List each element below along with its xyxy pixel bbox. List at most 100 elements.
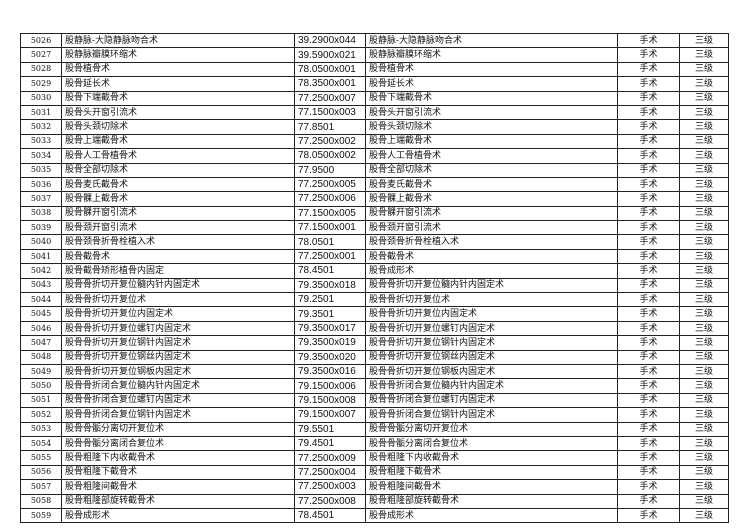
grade-level-cell: 三级 [679, 76, 729, 92]
category-cell: 手术 [617, 306, 680, 322]
grade-level-cell: 三级 [679, 220, 729, 236]
procedure-name-cell: 股骨粗隆下截骨术 [61, 464, 295, 481]
table-row: 5045 股骨骨折切开复位内固定术 79.3501 股骨骨折切开复位内固定术 手术 三级 [20, 306, 729, 322]
row-number-cell: 5038 [20, 205, 62, 222]
row-number-cell: 5043 [20, 277, 62, 294]
procedure-name-cell: 股骨骨骺分离切开复位术 [61, 421, 295, 437]
table-row: 5043 股骨骨折切开复位髓内针内固定术 79.3500x018 股骨骨折切开复位髓内… [20, 277, 729, 294]
category-cell: 手术 [617, 205, 680, 222]
procedure-name-cell: 股骨头开窗引流术 [61, 104, 295, 121]
procedure-code-cell: 79.3500x018 [294, 277, 366, 294]
procedure-name-cell: 股骨骨折切开复位钢板内固定术 [61, 363, 295, 380]
mapped-procedure-name-cell: 股骨麦氏截骨术 [365, 176, 618, 193]
table-row: 5037 股骨髁上截骨术 77.2500x006 股骨髁上截骨术 手术 三级 [20, 191, 729, 207]
procedure-name-cell: 股静脉-大隐静脉吻合术 [61, 32, 295, 49]
mapped-procedure-name-cell: 股骨髁上截骨术 [365, 191, 618, 207]
grade-level-cell: 三级 [679, 363, 729, 380]
category-cell: 手术 [617, 407, 680, 423]
table-row: 5050 股骨骨折闭合复位髓内针内固定术 79.1500x006 股骨骨折闭合复位髓内… [20, 378, 729, 394]
procedure-name-cell: 股骨骨骺分离闭合复位术 [61, 435, 295, 452]
table-row: 5049 股骨骨折切开复位钢板内固定术 79.3500x016 股骨骨折切开复位钢板内… [20, 363, 729, 380]
procedure-name-cell: 股骨粗隆下内收截骨术 [61, 450, 295, 466]
grade-level-cell: 三级 [679, 479, 729, 495]
grade-level-cell: 三级 [679, 90, 729, 106]
procedure-code-cell: 78.4501 [294, 263, 366, 279]
category-cell: 手术 [617, 191, 680, 207]
table-row: 5042 股骨截骨矫形植骨内固定 78.4501 股骨成形术 手术 三级 [20, 263, 729, 279]
mapped-procedure-name-cell: 股骨颈开窗引流术 [365, 220, 618, 236]
grade-level-cell: 三级 [679, 248, 729, 265]
category-cell: 手术 [617, 220, 680, 236]
row-number-cell: 5033 [20, 133, 62, 150]
table-row: 5051 股骨骨折闭合复位螺钉内固定术 79.1500x008 股骨骨折闭合复位螺钉内… [20, 392, 729, 409]
table-row: 5044 股骨骨折切开复位术 79.2501 股骨骨折切开复位术 手术 三级 [20, 292, 729, 308]
mapped-procedure-name-cell: 股骨人工骨植骨术 [365, 148, 618, 164]
table-row: 5026 股静脉-大隐静脉吻合术 39.2900x044 股静脉-大隐静脉吻合术 手术三… [20, 32, 729, 49]
procedure-name-cell: 股骨骨折切开复位术 [61, 292, 295, 308]
grade-level-cell: 三级 [679, 32, 729, 49]
procedure-code-cell: 79.3500x019 [294, 335, 366, 351]
procedure-code-cell: 77.2500x006 [294, 191, 366, 207]
category-cell: 手术 [617, 277, 680, 294]
row-number-cell: 5041 [20, 248, 62, 265]
row-number-cell: 5049 [20, 363, 62, 380]
procedure-code-cell: 77.2500x003 [294, 479, 366, 495]
table-row: 5046 股骨骨折切开复位螺钉内固定术 79.3500x017 股骨骨折切开复位螺钉内… [20, 320, 729, 337]
mapped-procedure-name-cell: 股骨骨折切开复位钢板内固定术 [365, 363, 618, 380]
mapped-procedure-name-cell: 股骨成形术 [365, 507, 618, 524]
table-row: 5027 股静脉瓣膜环缩术 39.5900x021 股静脉瓣膜环缩术 手术 三级 [20, 47, 729, 63]
procedure-name-cell: 股骨骨折闭合复位螺钉内固定术 [61, 392, 295, 409]
category-cell: 手术 [617, 493, 680, 509]
mapped-procedure-name-cell: 股骨成形术 [365, 263, 618, 279]
grade-level-cell: 三级 [679, 133, 729, 150]
category-cell: 手术 [617, 119, 680, 135]
grade-level-cell: 三级 [679, 234, 729, 250]
grade-level-cell: 三级 [679, 162, 729, 178]
mapped-procedure-name-cell: 股骨头开窗引流术 [365, 104, 618, 121]
grade-level-cell: 三级 [679, 335, 729, 351]
grade-level-cell: 三级 [679, 507, 729, 524]
table-row: 5030 股骨下端截骨术 77.2500x007 股骨下端截骨术 手术 三级 [20, 90, 729, 106]
table-body: 5026 股静脉-大隐静脉吻合术 39.2900x044 股静脉-大隐静脉吻合术 手术三… [20, 32, 729, 524]
table-row: 5032 股骨头颈切除术 77.8501 股骨头颈切除术 手术 三级 [20, 119, 729, 135]
procedure-code-cell: 77.2500x007 [294, 90, 366, 106]
row-number-cell: 5047 [20, 335, 62, 351]
mapped-procedure-name-cell: 股骨粗隆部旋转截骨术 [365, 493, 618, 509]
mapped-procedure-name-cell: 股骨头颈切除术 [365, 119, 618, 135]
procedure-name-cell: 股骨头颈切除术 [61, 119, 295, 135]
category-cell: 手术 [617, 148, 680, 164]
table-row: 5047 股骨骨折切开复位钢针内固定术 79.3500x019 股骨骨折切开复位钢针内… [20, 335, 729, 351]
grade-level-cell: 三级 [679, 277, 729, 294]
mapped-procedure-name-cell: 股骨骨骺分离闭合复位术 [365, 435, 618, 452]
grade-level-cell: 三级 [679, 263, 729, 279]
grade-level-cell: 三级 [679, 464, 729, 481]
table-row: 5055 股骨粗隆下内收截骨术 77.2500x009 股骨粗隆下内收截骨术 手术 三级 [20, 450, 729, 466]
mapped-procedure-name-cell: 股骨上端截骨术 [365, 133, 618, 150]
category-cell: 手术 [617, 320, 680, 337]
procedure-code-cell: 77.2500x001 [294, 248, 366, 265]
grade-level-cell: 三级 [679, 176, 729, 193]
row-number-cell: 5048 [20, 349, 62, 365]
category-cell: 手术 [617, 133, 680, 150]
table-row: 5035 股骨全部切除术 77.9500 股骨全部切除术 手术 三级 [20, 162, 729, 178]
grade-level-cell: 三级 [679, 61, 729, 78]
procedure-code-cell: 79.3500x020 [294, 349, 366, 365]
procedure-name-cell: 股骨骨折切开复位内固定术 [61, 306, 295, 322]
mapped-procedure-name-cell: 股骨骨折闭合复位钢针内固定术 [365, 407, 618, 423]
table-row: 5052 股骨骨折闭合复位钢针内固定术 79.1500x007 股骨骨折闭合复位钢针内… [20, 407, 729, 423]
procedure-code-cell: 39.5900x021 [294, 47, 366, 63]
grade-level-cell: 三级 [679, 421, 729, 437]
procedure-code-cell: 77.1500x001 [294, 220, 366, 236]
grade-level-cell: 三级 [679, 306, 729, 322]
row-number-cell: 5059 [20, 507, 62, 524]
row-number-cell: 5045 [20, 306, 62, 322]
row-number-cell: 5026 [20, 32, 62, 49]
procedure-name-cell: 股骨粗隆部旋转截骨术 [61, 493, 295, 509]
procedure-name-cell: 股骨成形术 [61, 507, 295, 524]
procedure-code-cell: 77.1500x003 [294, 104, 366, 121]
mapped-procedure-name-cell: 股骨骨折切开复位钢丝内固定术 [365, 349, 618, 365]
grade-level-cell: 三级 [679, 191, 729, 207]
table-row: 5029 股骨延长术 78.3500x001 股骨延长术 手术 三级 [20, 76, 729, 92]
mapped-procedure-name-cell: 股骨全部切除术 [365, 162, 618, 178]
procedure-code-cell: 78.0501 [294, 234, 366, 250]
